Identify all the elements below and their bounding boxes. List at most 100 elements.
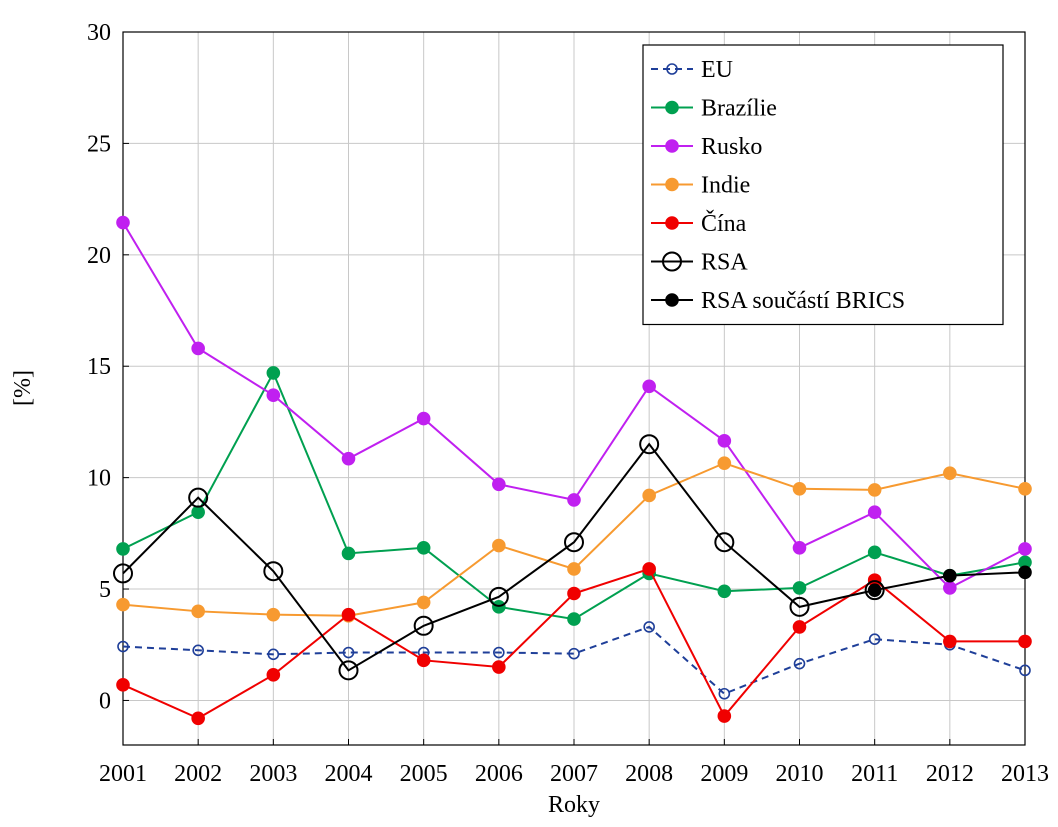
y-axis-label: [%]	[10, 370, 36, 406]
marker	[793, 657, 806, 670]
marker	[564, 532, 584, 553]
marker	[191, 505, 205, 519]
marker	[864, 580, 885, 601]
marker	[642, 488, 656, 503]
marker	[266, 668, 281, 682]
plot-frame	[122, 31, 1026, 746]
marker	[643, 621, 655, 633]
marker	[266, 388, 281, 402]
marker	[338, 660, 359, 681]
marker	[943, 466, 957, 480]
marker	[666, 63, 678, 75]
legend: EU Brazílie Rusko Indie Čína RSA RSA součástí …	[642, 44, 1004, 326]
marker	[1018, 565, 1032, 580]
marker	[665, 100, 679, 115]
x-axis-label: Roky	[548, 792, 600, 818]
y-tick-label: 25	[87, 131, 111, 157]
marker	[665, 293, 679, 307]
legend-label: Indie	[701, 173, 750, 199]
marker	[341, 451, 356, 466]
x-tick-label: 2011	[851, 761, 898, 787]
legend-label: RSA	[701, 250, 748, 276]
marker	[792, 541, 807, 555]
x-tick-label: 2008	[625, 761, 673, 787]
marker	[493, 646, 505, 659]
marker	[1018, 481, 1032, 496]
x-tick-label: 2002	[174, 761, 222, 787]
marker	[191, 341, 205, 356]
x-tick-label: 2005	[400, 761, 448, 787]
marker	[1018, 542, 1032, 556]
marker	[717, 456, 732, 470]
marker	[117, 640, 129, 653]
marker	[488, 586, 509, 607]
legend-label: RSA součástí BRICS	[701, 288, 905, 314]
marker	[639, 434, 660, 455]
legend-label: EU	[701, 57, 733, 83]
marker	[266, 366, 281, 380]
marker	[718, 687, 731, 700]
marker	[341, 546, 356, 561]
marker	[416, 653, 431, 668]
marker	[116, 597, 130, 612]
legend-label: Čína	[701, 210, 747, 237]
marker	[642, 562, 656, 576]
x-tick-label: 2003	[249, 761, 297, 787]
marker	[792, 581, 807, 595]
marker	[867, 583, 882, 597]
marker	[867, 483, 882, 497]
marker	[413, 615, 434, 636]
series-line	[122, 442, 875, 672]
x-tick-label: 2001	[99, 761, 147, 787]
marker	[792, 620, 807, 634]
marker	[1019, 664, 1031, 677]
marker	[116, 215, 130, 230]
y-tick-label: 15	[87, 354, 111, 380]
marker	[567, 493, 581, 507]
series-line	[122, 625, 1026, 695]
marker	[263, 561, 284, 582]
x-tick-label: 2006	[475, 761, 523, 787]
marker	[867, 505, 882, 519]
marker	[492, 538, 506, 553]
marker	[665, 216, 679, 230]
marker	[492, 660, 506, 674]
marker	[567, 612, 581, 626]
marker	[1018, 634, 1032, 649]
legend-box	[642, 44, 1004, 326]
legend-label: Brazílie	[701, 96, 777, 122]
marker	[416, 411, 431, 426]
marker	[665, 177, 679, 192]
marker	[567, 562, 581, 576]
marker	[568, 647, 580, 660]
y-tick-label: 20	[87, 243, 111, 269]
x-tick-label: 2010	[776, 761, 824, 787]
y-tick-label: 0	[99, 688, 111, 714]
y-tick-label: 5	[99, 577, 111, 603]
marker	[789, 596, 810, 617]
legend-label: Rusko	[701, 134, 762, 160]
marker	[266, 607, 281, 622]
x-tick-label: 2007	[550, 761, 598, 787]
marker	[717, 434, 732, 448]
x-tick-label: 2012	[926, 761, 974, 787]
marker	[116, 542, 130, 556]
marker	[492, 477, 506, 492]
y-tick-label: 30	[87, 20, 111, 46]
marker	[416, 541, 431, 555]
marker	[188, 487, 209, 508]
marker	[267, 648, 280, 661]
x-tick-label: 2004	[325, 761, 373, 787]
marker	[642, 379, 656, 394]
marker	[943, 581, 957, 595]
marker	[342, 646, 355, 659]
marker	[943, 634, 957, 649]
marker	[717, 584, 732, 599]
marker	[717, 709, 732, 723]
marker	[868, 633, 881, 645]
marker	[867, 545, 882, 560]
y-tick-label: 10	[87, 466, 111, 492]
marker	[192, 644, 204, 657]
x-tick-label: 2013	[1001, 761, 1049, 787]
